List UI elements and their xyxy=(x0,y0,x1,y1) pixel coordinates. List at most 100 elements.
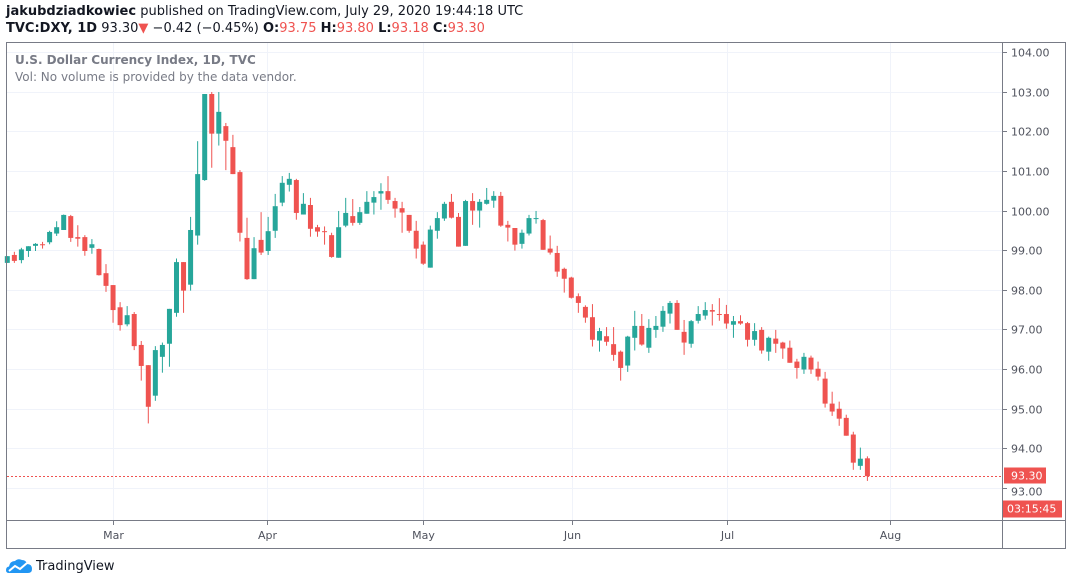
candle-body xyxy=(399,208,405,213)
candle-down xyxy=(96,248,102,276)
candle-up xyxy=(695,306,701,324)
candle-down xyxy=(470,193,476,225)
candle-down xyxy=(40,241,46,249)
candle-down xyxy=(547,235,553,255)
candle-body xyxy=(639,325,645,345)
candle-body xyxy=(336,227,342,258)
candle-up xyxy=(660,306,666,332)
candle-down xyxy=(759,327,765,354)
candle-body xyxy=(25,246,31,251)
candle-body xyxy=(512,228,518,245)
candle-up xyxy=(730,316,736,338)
candle-body xyxy=(145,365,151,407)
time-tick-label: Aug xyxy=(880,529,901,542)
candle-up xyxy=(484,187,490,205)
candle-body xyxy=(850,434,856,463)
candle-body xyxy=(611,344,617,355)
candle-body xyxy=(582,306,588,318)
candle-down xyxy=(117,302,123,331)
candle-body xyxy=(82,237,88,251)
candle-up xyxy=(286,172,292,192)
candle-down xyxy=(561,267,567,293)
candle-down xyxy=(406,214,412,233)
candle-down xyxy=(738,315,743,325)
candle-body xyxy=(230,147,236,175)
close-label: C: xyxy=(432,21,448,36)
price-tick-label: 102.00 xyxy=(1011,126,1050,139)
candle-body xyxy=(477,201,483,211)
candle-body xyxy=(752,331,758,340)
candle-down xyxy=(773,329,779,353)
candle-body xyxy=(533,218,539,220)
candle-up xyxy=(272,193,278,238)
candle-up xyxy=(801,352,807,374)
candle-body xyxy=(695,314,701,321)
candle-down xyxy=(822,371,828,408)
candle-body xyxy=(258,239,264,253)
candle-body xyxy=(632,325,638,338)
candle-body xyxy=(286,178,292,185)
price-tick-label: 100.00 xyxy=(1011,206,1050,219)
candle-body xyxy=(505,224,511,228)
candle-body xyxy=(251,248,257,280)
candle-down xyxy=(448,193,454,219)
candle-up xyxy=(174,258,179,317)
candle-down xyxy=(145,365,151,424)
candle-body xyxy=(730,321,736,325)
candle-body xyxy=(378,191,384,194)
candle-down xyxy=(399,201,405,233)
symbol-label: TVC:DXY, 1D xyxy=(6,21,98,36)
candle-up xyxy=(702,302,708,320)
candle-down xyxy=(808,355,814,374)
candle-up xyxy=(54,221,60,236)
candle-body xyxy=(75,237,81,239)
candle-body xyxy=(653,325,659,330)
price-tick-label: 98.00 xyxy=(1011,285,1043,298)
price-tick-label: 95.00 xyxy=(1011,404,1043,417)
candle-body xyxy=(350,216,356,223)
candle-body xyxy=(54,227,60,234)
candle-body xyxy=(392,201,398,209)
publish-info: jakubdziadkowiec published on TradingVie… xyxy=(6,4,523,19)
candle-body xyxy=(843,417,849,436)
candle-body xyxy=(195,174,201,236)
candle-body xyxy=(216,111,222,134)
candle-body xyxy=(237,172,243,233)
price-tick-label: 97.00 xyxy=(1011,324,1043,337)
volume-note: Vol: No volume is provided by the data v… xyxy=(15,70,297,84)
candle-down xyxy=(385,176,391,204)
price-axis: 104.00 103.00 102.00 101.00 100.00 99.00 98.00… xyxy=(1002,47,1050,499)
candle-body xyxy=(434,218,440,231)
candle-body xyxy=(103,273,109,286)
published-text: published on TradingView.com, July 29, 2… xyxy=(140,4,524,19)
price-tick-label: 99.00 xyxy=(1011,245,1043,258)
open-value: 93.75 xyxy=(279,21,317,36)
candle-up xyxy=(752,323,758,346)
candle-body xyxy=(780,342,786,349)
candle-up xyxy=(279,176,285,207)
candle-down xyxy=(512,228,518,251)
series-title[interactable]: U.S. Dollar Currency Index, 1D, TVC xyxy=(15,53,256,67)
candle-up xyxy=(688,319,694,348)
candle-body xyxy=(174,262,179,313)
candle-down xyxy=(589,304,595,347)
candle-down xyxy=(131,312,137,351)
candle-down xyxy=(540,218,546,250)
candle-up xyxy=(371,191,377,215)
candle-body xyxy=(300,203,306,215)
candle-body xyxy=(138,344,144,366)
author-name[interactable]: jakubdziadkowiec xyxy=(6,4,137,19)
candle-up xyxy=(188,216,194,291)
candle-down xyxy=(293,178,299,220)
price-tick-label: 101.00 xyxy=(1011,166,1050,179)
candle-body xyxy=(604,336,610,342)
candle-body xyxy=(427,229,433,268)
candle-body xyxy=(343,212,349,226)
candle-down xyxy=(237,170,243,242)
time-tick-label: Mar xyxy=(103,529,124,542)
tradingview-logo[interactable]: TradingView xyxy=(6,558,115,574)
candle-body xyxy=(716,314,722,316)
cloud-logo-icon xyxy=(6,559,32,573)
candle-up xyxy=(667,300,673,324)
